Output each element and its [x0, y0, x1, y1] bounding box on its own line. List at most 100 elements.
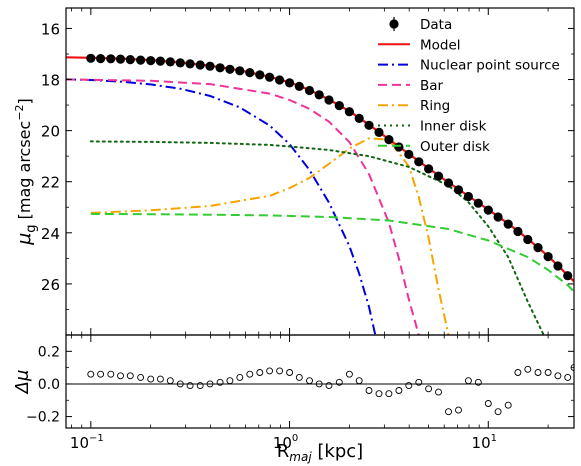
- data-point: [433, 171, 444, 181]
- data-point: [414, 157, 424, 167]
- residual-point: [126, 372, 134, 380]
- residual-point: [514, 369, 522, 376]
- data-point: [513, 226, 523, 237]
- residual-y-axis-label: Δμ: [12, 370, 33, 396]
- data-point: [245, 68, 255, 78]
- residual-point: [315, 380, 323, 388]
- data-point: [453, 185, 464, 195]
- data-point: [275, 75, 285, 85]
- residual-point: [405, 382, 413, 390]
- residual-point: [345, 370, 353, 378]
- data-point: [563, 271, 573, 281]
- residual-point: [534, 369, 542, 376]
- series-line-1: [66, 78, 377, 335]
- main-y-tick-label: 18: [41, 72, 60, 90]
- legend-label: Outer disk: [420, 139, 490, 155]
- legend-label: Data: [420, 17, 452, 33]
- data-point: [265, 72, 275, 82]
- residual-point: [276, 367, 284, 375]
- residual-point: [554, 372, 562, 380]
- data-point: [483, 205, 493, 215]
- residual-point: [455, 406, 462, 414]
- residual-panel: 0.2 0.0 −0.2 10−1 100 101 Δμ Rmaj [kpc]: [12, 334, 575, 464]
- data-point: [503, 219, 513, 229]
- residual-point: [196, 382, 204, 390]
- residual-point: [97, 370, 105, 378]
- legend-label: Bar: [420, 78, 444, 94]
- residual-point: [504, 401, 512, 409]
- residual-point: [464, 377, 472, 385]
- legend-label: Ring: [420, 98, 450, 114]
- data-point: [344, 107, 354, 117]
- data-point: [155, 56, 165, 66]
- data-point: [553, 261, 563, 271]
- residual-point: [375, 390, 383, 398]
- residual-point: [295, 373, 303, 381]
- residual-point: [206, 380, 214, 388]
- residual-point: [425, 385, 433, 393]
- data-point: [424, 164, 434, 174]
- x-axis-label: Rmaj [kpc]: [277, 441, 363, 464]
- data-point: [334, 101, 344, 111]
- data-point: [106, 54, 116, 64]
- residual-point: [137, 373, 145, 381]
- main-y-axis-label: μg [mag arcsec−2]: [13, 98, 39, 246]
- residual-y-tick-label: 0.2: [38, 344, 60, 360]
- residual-point: [544, 369, 552, 376]
- residual-point: [524, 365, 532, 373]
- residual-point: [564, 373, 572, 381]
- residual-point: [117, 372, 124, 380]
- series-line-5: [90, 212, 574, 293]
- data-point: [394, 142, 404, 152]
- residual-point: [226, 377, 234, 385]
- main-y-tick-label: 22: [41, 174, 60, 192]
- residual-point: [216, 378, 224, 386]
- x-tick-label: 101: [472, 433, 497, 452]
- data-point: [473, 198, 483, 208]
- residual-point: [176, 380, 184, 388]
- data-point: [384, 135, 394, 145]
- residual-point: [266, 367, 274, 375]
- data-point: [185, 59, 195, 69]
- legend-label: Model: [420, 37, 461, 53]
- residual-point: [435, 388, 442, 396]
- data-point: [96, 54, 106, 64]
- main-y-tick-label: 26: [41, 276, 60, 294]
- data-point: [255, 70, 265, 80]
- data-point: [86, 53, 96, 63]
- x-tick-label: 100: [273, 433, 298, 452]
- residual-point: [147, 375, 155, 383]
- data-point: [225, 64, 235, 74]
- data-point: [115, 54, 126, 64]
- data-point: [443, 178, 454, 188]
- residual-y-tick-label: −0.2: [26, 410, 60, 426]
- residual-point: [365, 387, 373, 394]
- residual-point: [445, 408, 452, 416]
- series-line-3: [90, 137, 450, 335]
- x-tick-label: 10−1: [70, 433, 104, 452]
- data-point: [285, 78, 295, 88]
- data-point: [354, 113, 364, 123]
- residual-point: [236, 373, 244, 381]
- legend-label: Inner disk: [420, 119, 487, 135]
- residual-point: [415, 378, 423, 386]
- residual-point: [306, 377, 313, 385]
- residual-point: [335, 378, 343, 386]
- data-point: [125, 55, 135, 65]
- data-point: [294, 81, 304, 91]
- data-point: [374, 127, 384, 137]
- data-point: [404, 149, 414, 159]
- series-line-2: [66, 78, 420, 335]
- main-y-tick-label: 16: [41, 20, 60, 38]
- residual-point: [355, 377, 363, 385]
- data-point: [493, 212, 503, 222]
- data-point: [215, 63, 225, 73]
- data-point: [175, 58, 185, 68]
- residual-plot-frame: [65, 334, 575, 429]
- residual-point: [494, 408, 502, 416]
- data-point: [533, 243, 543, 253]
- residual-point: [484, 400, 492, 407]
- data-point: [235, 66, 245, 76]
- data-point: [523, 234, 533, 245]
- data-point: [304, 85, 315, 96]
